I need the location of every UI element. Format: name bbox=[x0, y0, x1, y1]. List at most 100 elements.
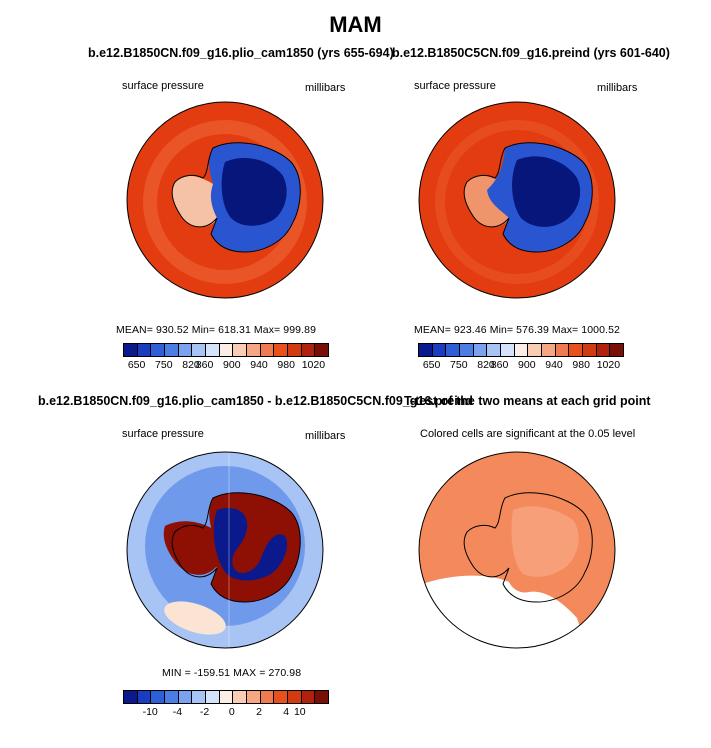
colorbar-panel-3 bbox=[123, 690, 329, 704]
colorbar-swatch bbox=[178, 691, 193, 703]
colorbar-swatch bbox=[247, 344, 261, 356]
colorbar-swatch bbox=[219, 344, 234, 356]
west-antarctica bbox=[172, 175, 217, 228]
colorbar-swatch bbox=[274, 691, 289, 703]
panel-2-right-label: millibars bbox=[597, 82, 638, 94]
colorbar-swatch bbox=[555, 344, 570, 356]
panel-4-subtitle: Colored cells are significant at the 0.0… bbox=[420, 428, 636, 440]
colorbar-tick-label: -10 bbox=[142, 706, 158, 718]
colorbar-tick-label: 1020 bbox=[301, 359, 326, 371]
colorbar-swatch bbox=[124, 344, 138, 356]
colorbar-panel-1-ticks: 650 750 820 860 900 940 980 1020 bbox=[123, 359, 327, 373]
colorbar-tick-label: 860 bbox=[195, 359, 214, 371]
colorbar-tick-label: 650 bbox=[422, 359, 441, 371]
panel-4-title: T-test of the two means at each grid poi… bbox=[404, 394, 651, 408]
colorbar-swatch bbox=[137, 691, 152, 703]
colorbar-swatch bbox=[219, 691, 234, 703]
panel-2-left-label: surface pressure bbox=[414, 80, 496, 92]
colorbar-swatch bbox=[446, 344, 461, 356]
colorbar-swatch bbox=[460, 344, 474, 356]
colorbar-swatch bbox=[432, 344, 447, 356]
colorbar-swatch bbox=[206, 691, 220, 703]
colorbar-tick-label: 4 bbox=[283, 706, 290, 718]
colorbar-tick-label: 940 bbox=[545, 359, 563, 371]
colorbar-swatch bbox=[596, 344, 611, 356]
panel-3-stats: MIN = -159.51 MAX = 270.98 bbox=[162, 667, 302, 679]
colorbar-swatch bbox=[301, 691, 316, 703]
colorbar-tick-label: 820 bbox=[182, 359, 200, 371]
colorbar-swatch bbox=[260, 691, 275, 703]
colorbar-tick-label: 2 bbox=[256, 706, 262, 718]
colorbar-swatch bbox=[192, 344, 207, 356]
colorbar-swatch bbox=[487, 344, 502, 356]
colorbar-swatch bbox=[124, 691, 138, 703]
colorbar-panel-1 bbox=[123, 343, 329, 357]
colorbar-swatch bbox=[206, 344, 220, 356]
colorbar-tick-label: -2 bbox=[199, 706, 210, 718]
panel-2-stats: MEAN= 923.46 Min= 576.39 Max= 1000.52 bbox=[414, 324, 620, 336]
ice-plateau bbox=[221, 157, 287, 226]
colorbar-swatch bbox=[569, 344, 584, 356]
colorbar-tick-label: 0 bbox=[228, 706, 235, 718]
colorbar-swatch bbox=[542, 344, 556, 356]
colorbar-tick-label: 940 bbox=[250, 359, 268, 371]
colorbar-swatch bbox=[473, 344, 488, 356]
colorbar-swatch bbox=[583, 344, 597, 356]
antarctica-diff-neg bbox=[163, 521, 217, 575]
colorbar-swatch bbox=[528, 344, 543, 356]
colorbar-swatch bbox=[301, 344, 316, 356]
colorbar-tick-label: 10 bbox=[293, 706, 306, 718]
colorbar-swatch bbox=[419, 344, 433, 356]
panel-3-title: b.e12.B1850CN.f09_g16.plio_cam1850 - b.e… bbox=[38, 394, 473, 408]
colorbar-tick-label: -4 bbox=[172, 706, 183, 718]
colorbar-swatch bbox=[192, 691, 207, 703]
coastline bbox=[171, 142, 301, 253]
colorbar-swatch bbox=[233, 691, 248, 703]
colorbar-panel-2 bbox=[418, 343, 624, 357]
map-panel-3 bbox=[126, 451, 324, 649]
colorbar-panel-2-ticks: 650 750 820 860 900 940 980 1020 bbox=[418, 359, 622, 373]
colorbar-swatch bbox=[151, 344, 166, 356]
colorbar-swatch bbox=[610, 344, 624, 356]
colorbar-swatch bbox=[315, 344, 329, 356]
map-panel-1 bbox=[126, 101, 324, 299]
colorbar-tick-label: 900 bbox=[223, 359, 241, 371]
panel-1-stats: MEAN= 930.52 Min= 618.31 Max= 999.89 bbox=[116, 324, 317, 336]
panel-1-right-label: millibars bbox=[305, 82, 346, 94]
panel-2-title: b.e12.B1850C5CN.f09_g16.preind (yrs 601-… bbox=[392, 46, 670, 60]
colorbar-swatch bbox=[151, 691, 166, 703]
colorbar-tick-label: 750 bbox=[450, 359, 468, 371]
colorbar-swatch bbox=[315, 691, 329, 703]
colorbar-swatch bbox=[178, 344, 193, 356]
panel-1-left-label: surface pressure bbox=[122, 80, 204, 92]
colorbar-tick-label: 820 bbox=[477, 359, 495, 371]
colorbar-swatch bbox=[514, 344, 529, 356]
colorbar-tick-label: 750 bbox=[155, 359, 173, 371]
coastline bbox=[463, 142, 593, 253]
colorbar-swatch bbox=[165, 691, 179, 703]
colorbar-swatch bbox=[137, 344, 152, 356]
colorbar-swatch bbox=[247, 691, 261, 703]
colorbar-panel-3-ticks: -10 -4 -2 0 2 4 10 bbox=[123, 706, 327, 720]
coastline bbox=[171, 492, 301, 603]
antarctica-white bbox=[511, 506, 579, 577]
figure-title: MAM bbox=[329, 12, 382, 37]
colorbar-swatch bbox=[165, 344, 179, 356]
colorbar-tick-label: 860 bbox=[490, 359, 509, 371]
colorbar-tick-label: 650 bbox=[127, 359, 146, 371]
map-panel-2 bbox=[418, 101, 616, 299]
colorbar-tick-label: 1020 bbox=[596, 359, 621, 371]
colorbar-swatch bbox=[233, 344, 248, 356]
colorbar-swatch bbox=[288, 691, 302, 703]
colorbar-swatch bbox=[288, 344, 302, 356]
panel-1-title: b.e12.B1850CN.f09_g16.plio_cam1850 (yrs … bbox=[88, 46, 394, 60]
panel-3-right-label: millibars bbox=[305, 430, 346, 442]
colorbar-swatch bbox=[274, 344, 289, 356]
map-panel-4 bbox=[418, 451, 616, 649]
panel-3-left-label: surface pressure bbox=[122, 428, 204, 440]
colorbar-tick-label: 980 bbox=[277, 359, 295, 371]
coastline bbox=[463, 492, 593, 603]
colorbar-swatch bbox=[501, 344, 515, 356]
ice-plateau bbox=[512, 156, 581, 227]
colorbar-tick-label: 900 bbox=[518, 359, 536, 371]
